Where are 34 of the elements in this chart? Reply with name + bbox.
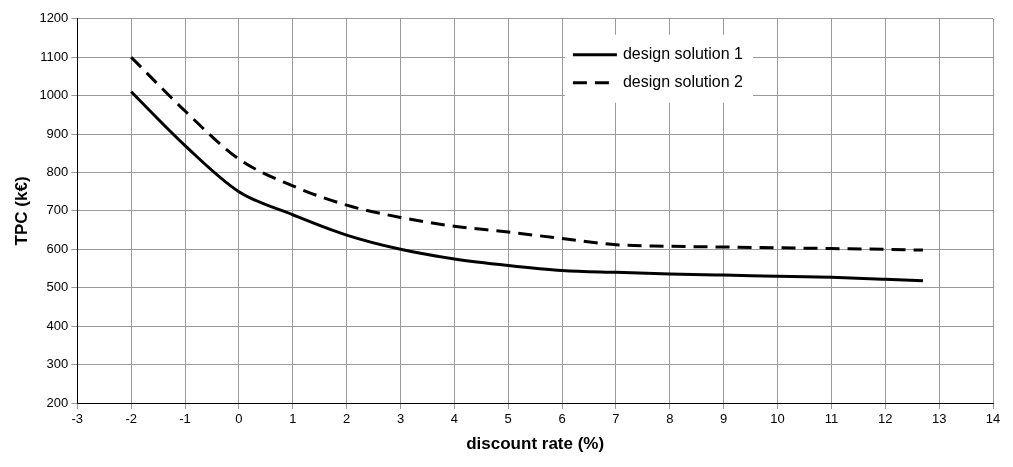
y-tick-label: 200 (46, 394, 69, 410)
x-tick-label: -3 (71, 411, 84, 427)
x-axis-title: discount rate (%) (466, 434, 605, 454)
y-tick-label: 700 (46, 202, 69, 218)
x-tick-label: 9 (720, 411, 728, 427)
x-tick-label: 6 (558, 411, 566, 427)
y-tick-label: 900 (46, 125, 69, 141)
x-tick-label: 5 (504, 411, 512, 427)
y-tick-label: 400 (46, 317, 69, 333)
x-tick-label: 2 (343, 411, 351, 427)
y-tick-label: 500 (46, 279, 69, 295)
x-tick-label: 13 (931, 411, 947, 427)
x-tick-label: 0 (235, 411, 243, 427)
x-tick-label: 4 (450, 411, 458, 427)
x-tick-label: -2 (125, 411, 137, 427)
x-tick-label: -1 (179, 411, 191, 427)
y-axis-title: TPC (k€) (11, 176, 31, 246)
x-tick-label: 8 (666, 411, 674, 427)
x-tick-label: 14 (985, 411, 1001, 427)
legend-label: design solution 2 (622, 73, 744, 91)
x-tick-label: 1 (289, 411, 297, 427)
legend-label: design solution 1 (622, 45, 744, 63)
x-tick-label: 3 (396, 411, 405, 427)
y-tick-label: 1000 (39, 87, 69, 103)
line-series (129, 90, 925, 283)
x-tick-label: 10 (770, 411, 785, 427)
y-tick-label: 800 (46, 164, 69, 180)
x-tick-label: 7 (612, 411, 620, 427)
x-tick-label: 12 (878, 411, 893, 427)
y-tick-label: 600 (46, 240, 69, 256)
y-tick-label: 1100 (40, 48, 69, 64)
x-tick-label: 11 (824, 411, 839, 427)
y-tick-label: 1200 (39, 10, 69, 26)
y-tick-label: 300 (46, 356, 69, 372)
